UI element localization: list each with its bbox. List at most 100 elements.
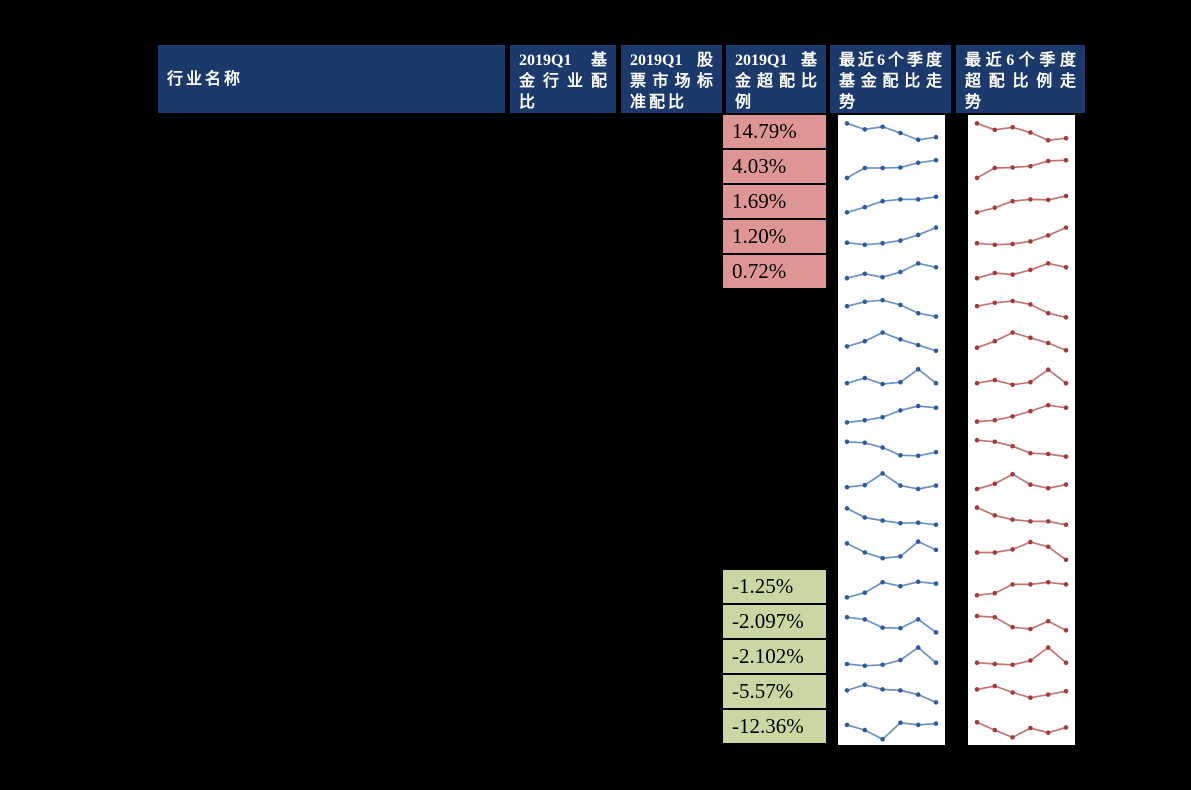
fund-trend-sparkline: [844, 615, 939, 635]
header-line: 势: [965, 92, 1076, 113]
header-text-token: 6: [877, 52, 885, 69]
fund-trend-sparkline: [844, 261, 939, 281]
header-text-token: 度: [925, 52, 942, 69]
header-text-token: 配: [988, 73, 1005, 90]
header-text-token: 配: [882, 73, 899, 90]
header-line: 2019Q1 股: [630, 50, 713, 71]
over-ratio-cell: 14.79%: [723, 115, 826, 150]
header-text-token: 基: [800, 52, 817, 69]
over-trend-sparkline: [974, 720, 1069, 740]
col-header-fund-allocation: 2019Q1 基金行业配比: [510, 45, 616, 113]
header-text-token: 势: [839, 94, 856, 111]
header-text-token: 2019Q1: [630, 52, 683, 69]
header-text-token: 准: [630, 94, 647, 111]
over-trend-sparkline: [974, 261, 1069, 281]
header-text-token: 票: [630, 73, 647, 90]
fund-trend-sparkline: [844, 330, 939, 354]
fund-trend-sparkline: [844, 157, 939, 181]
fund-trend-sparkline: [844, 471, 939, 492]
over-ratio-cell: 1.69%: [723, 185, 826, 220]
header-line: 金行业配: [519, 71, 607, 92]
header-text-token: 例: [1036, 73, 1053, 90]
over-trend-sparkline: [974, 298, 1069, 320]
over-trend-sparkline: [974, 367, 1069, 388]
col-header-over-allocation: 2019Q1 基金超配比例: [726, 45, 826, 113]
over-trend-sparkline: [974, 580, 1069, 598]
header-text-token: 业: [566, 73, 583, 90]
header-text-token: 最: [965, 52, 982, 69]
over-trend-sparkline: [974, 613, 1069, 633]
header-text-token: 6: [1006, 52, 1015, 69]
over-trend-sparkline: [974, 645, 1069, 668]
fund-trend-sparkline: [844, 403, 939, 425]
over-trend-sparkline-column: [968, 115, 1075, 745]
col-header-industry-name: 行业名称: [158, 45, 505, 113]
header-text-token: 2019Q1: [735, 52, 788, 69]
col-header-market-benchmark: 2019Q1 股票市场标准配比: [621, 45, 722, 113]
header-text-token: 超: [965, 73, 982, 90]
header-text-token: 走: [925, 73, 942, 90]
over-ratio-cell: 1.20%: [723, 220, 826, 255]
header-text-token: 金: [860, 73, 877, 90]
over-trend-sparkline: [974, 121, 1069, 143]
fund-trend-sparkline: [844, 225, 939, 248]
over-trend-sparkline: [974, 225, 1069, 248]
header-text-token: 个: [887, 52, 904, 69]
header-text-token: 例: [735, 94, 752, 111]
over-ratio-cell: -5.57%: [723, 675, 826, 710]
header-text-token: 行: [167, 70, 184, 88]
header-line: 2019Q1 基: [519, 50, 607, 71]
header-text-token: 季: [1039, 52, 1056, 69]
header-text-token: 比: [1012, 73, 1029, 90]
header-text-token: 最: [839, 52, 856, 69]
header-text-token: 配: [649, 94, 666, 111]
header-text-token: 度: [1059, 52, 1076, 69]
header-text-token: 基: [590, 52, 607, 69]
fund-trend-sparkline: [844, 297, 939, 319]
fund-trend-sparkline-column: [838, 115, 945, 745]
header-text-token: 股: [696, 52, 713, 69]
fund-trend-sparkline: [844, 366, 939, 387]
header-text-token: 称: [224, 70, 241, 88]
header-line: 势: [839, 92, 942, 113]
header-line: 超配比例走: [965, 71, 1076, 92]
header-line: 行业名称: [167, 69, 240, 90]
over-trend-sparkline: [974, 157, 1069, 181]
over-ratio-cell: 0.72%: [723, 255, 826, 290]
header-text-token: 基: [839, 73, 856, 90]
over-trend-sparkline: [974, 437, 1069, 459]
fund-trend-sparkline: [844, 682, 939, 705]
header-line: 2019Q1 基: [735, 50, 817, 71]
over-ratio-cell: 4.03%: [723, 150, 826, 185]
header-text-token: 行: [542, 73, 559, 90]
over-ratio-cell: -12.36%: [723, 710, 826, 745]
fund-trend-sparkline: [844, 194, 939, 215]
over-trend-sparkline: [974, 193, 1069, 215]
over-ratio-cell: -2.102%: [723, 640, 826, 675]
header-text-token: 市: [652, 73, 669, 90]
header-text-token: 近: [858, 52, 875, 69]
header-line: 金超配比: [735, 71, 817, 92]
header-text-token: 季: [906, 52, 923, 69]
header-line: 例: [735, 92, 817, 113]
header-text-token: 走: [1059, 73, 1076, 90]
header-text-token: 比: [800, 73, 817, 90]
over-trend-sparkline: [974, 471, 1069, 492]
header-text-token: 个: [1018, 52, 1035, 69]
header-text-token: 标: [696, 73, 713, 90]
fund-trend-sparkline: [844, 506, 939, 528]
over-trend-sparkline: [974, 402, 1069, 424]
fund-trend-sparkline: [844, 579, 939, 600]
header-line: 准配比: [630, 92, 713, 113]
over-trend-sparkline: [974, 539, 1069, 563]
header-text-token: 配: [590, 73, 607, 90]
header-text-token: 配: [778, 73, 795, 90]
fund-trend-sparkline: [844, 121, 939, 143]
header-text-token: 业: [186, 70, 203, 88]
fund-trend-sparkline: [844, 720, 939, 742]
